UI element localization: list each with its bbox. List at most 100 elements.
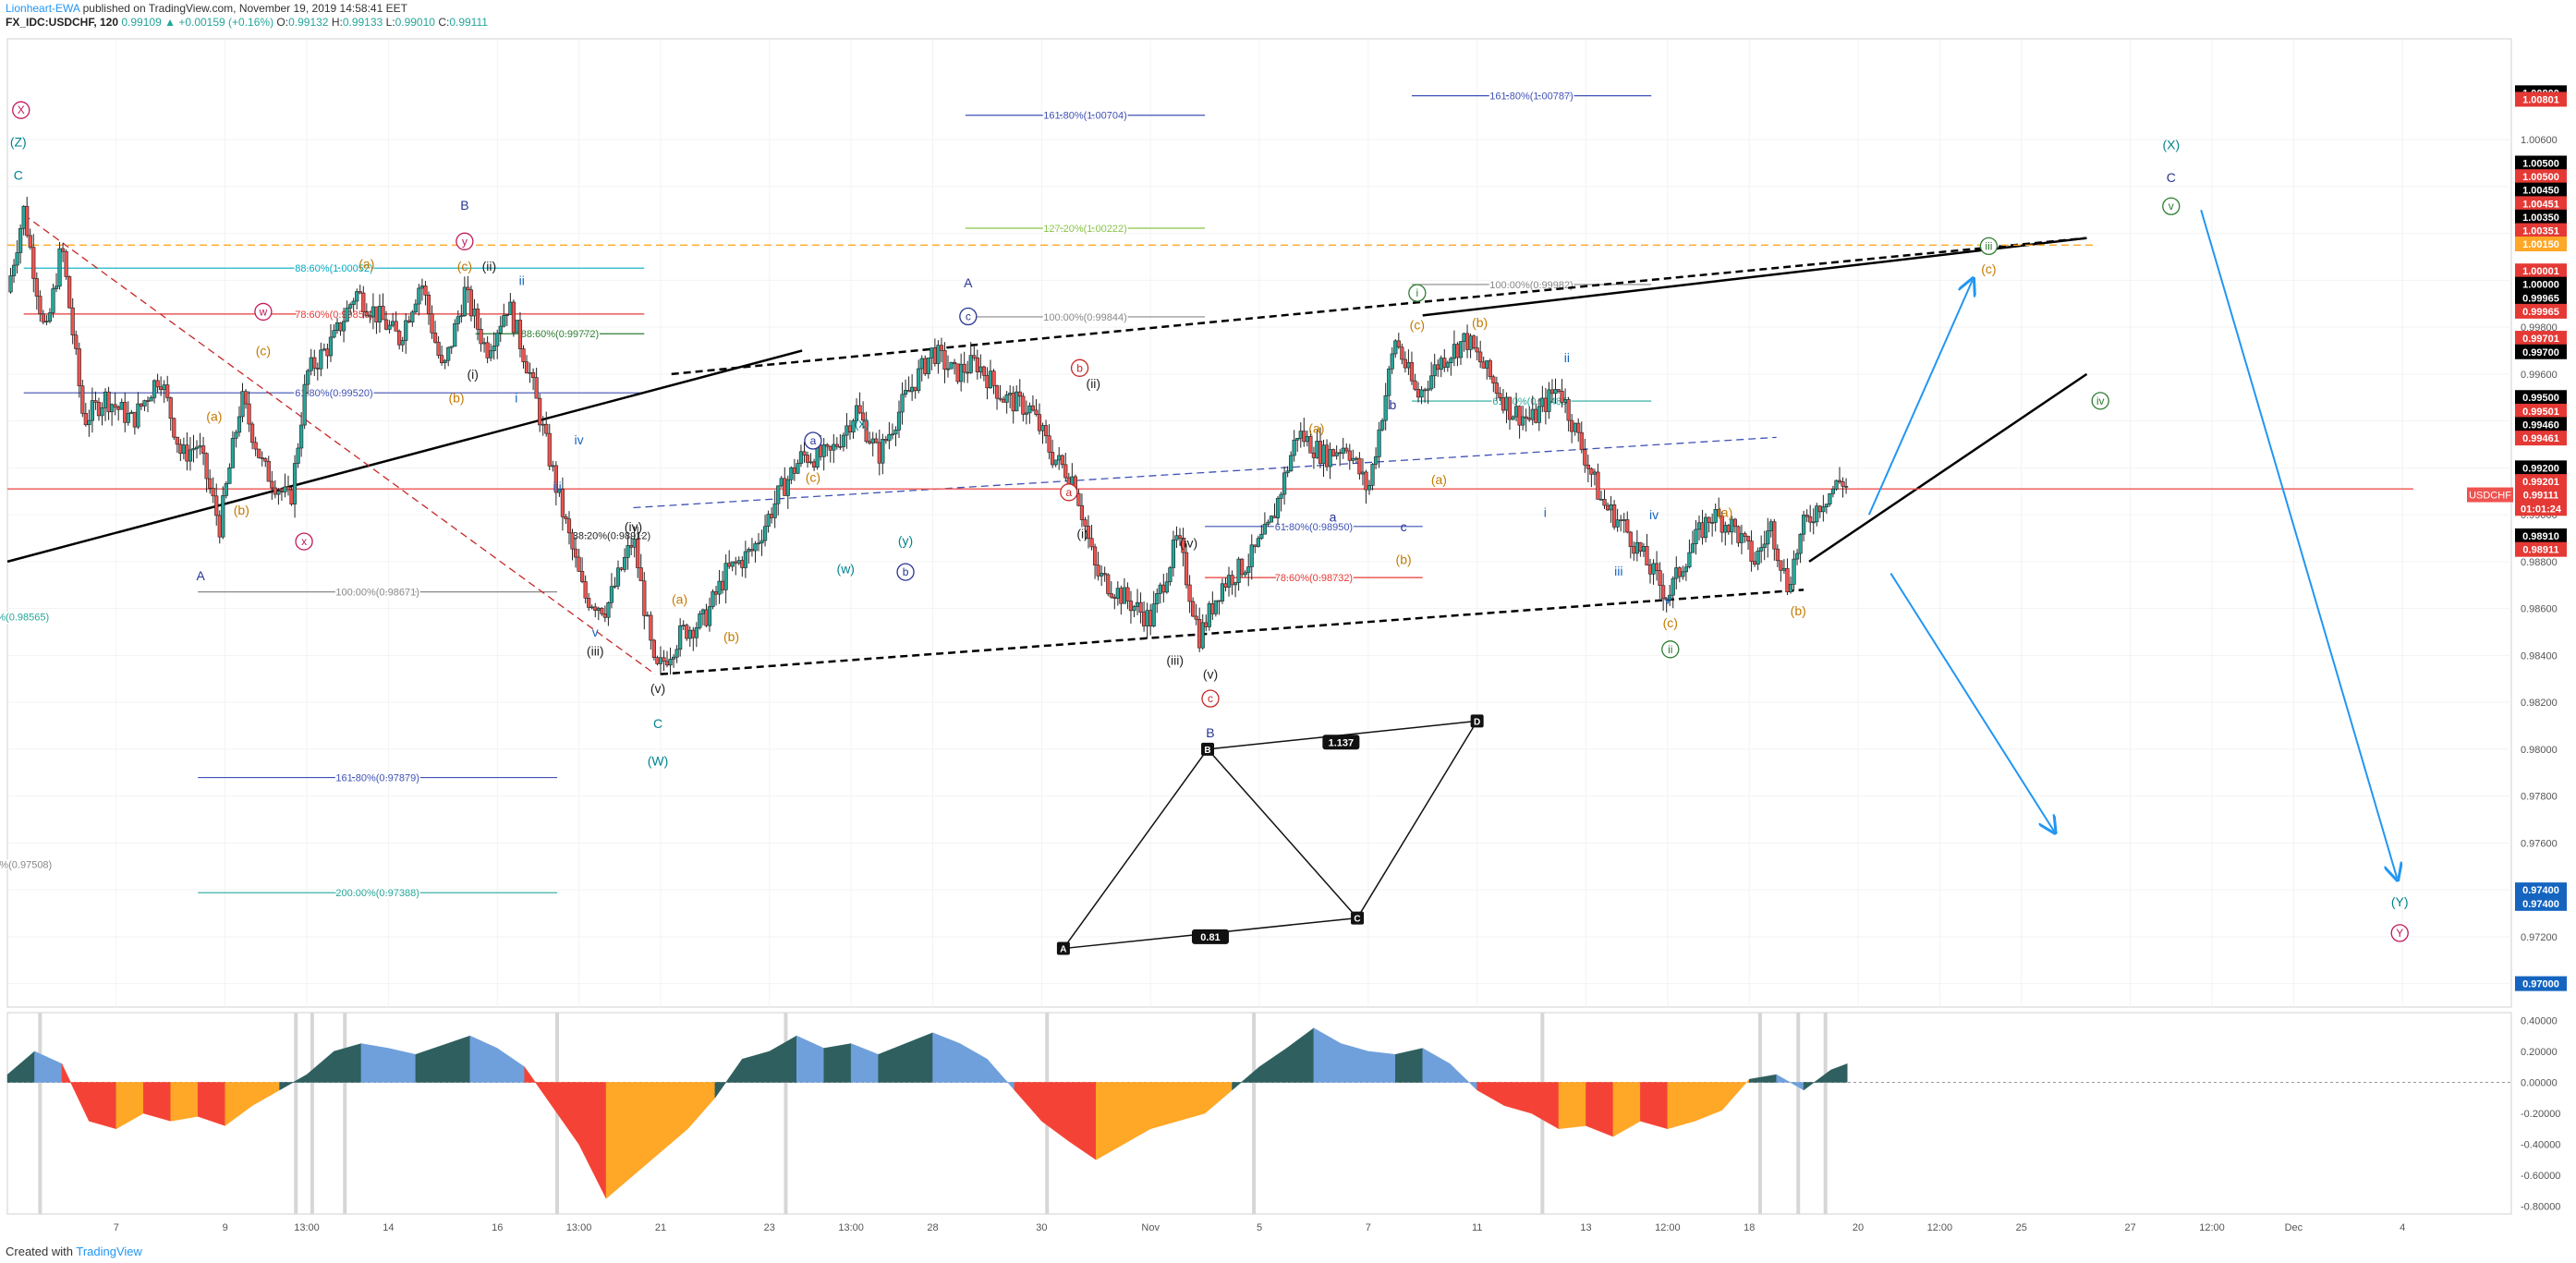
candle-down: [1719, 516, 1724, 533]
candle-down: [538, 397, 542, 426]
candle-up: [387, 324, 392, 330]
candle-down: [1357, 457, 1362, 475]
time-tick-label: 16: [492, 1222, 503, 1233]
ohlc-open-label: O:: [276, 16, 289, 29]
candle-up: [1164, 581, 1169, 593]
candle-down: [374, 306, 379, 322]
candle-down: [1560, 391, 1564, 403]
projection-arrow: [2200, 209, 2397, 878]
price-tick-label: 0.98600: [2521, 604, 2558, 615]
candle-up: [1155, 592, 1160, 604]
candle-down: [1475, 347, 1479, 353]
candle-down: [1645, 546, 1649, 565]
candle-down: [34, 278, 39, 297]
candle-up: [1406, 362, 1411, 369]
tradingview-logo[interactable]: TradingView: [76, 1245, 142, 1258]
candle-down: [407, 320, 411, 322]
candle-down: [1021, 395, 1026, 415]
candle-up: [1739, 533, 1744, 543]
osc-area-segment: [1830, 1063, 1848, 1083]
price-tag-label: 0.99200: [2522, 463, 2559, 474]
candle-up: [1802, 515, 1806, 535]
candle-down: [1011, 393, 1015, 412]
candle-down: [211, 488, 215, 497]
candle-up: [404, 320, 408, 341]
candle-up: [1592, 471, 1598, 475]
price-axis[interactable]: 1.006001.004001.002001.000000.998000.996…: [2467, 85, 2567, 1213]
candle-down: [263, 458, 268, 462]
wave-label-circle: [959, 307, 978, 326]
candle-down: [361, 292, 366, 312]
candle-up: [717, 580, 722, 595]
candle-up: [694, 627, 699, 638]
candle-up: [371, 306, 375, 318]
price-tag-label: 1.00351: [2522, 226, 2559, 237]
time-tick-label: 5: [1257, 1222, 1262, 1233]
footer-prefix: Created with: [6, 1245, 73, 1258]
candle-down: [289, 489, 294, 504]
candle-down: [1396, 340, 1401, 348]
candle-down: [1223, 583, 1228, 588]
candle-down: [80, 385, 85, 414]
candle-down: [1347, 450, 1352, 461]
candle-up: [1269, 516, 1274, 523]
harmonic-ratio-box: [1322, 735, 1360, 750]
candle-down: [1138, 601, 1143, 613]
candle-down: [1543, 397, 1548, 412]
candle-down: [972, 355, 977, 358]
candle-up: [1429, 375, 1434, 390]
osc-tick-label: -0.60000: [2521, 1171, 2560, 1182]
time-tick-label: 27: [2124, 1222, 2135, 1233]
price-tag-label: 0.99701: [2522, 334, 2559, 345]
candle-down: [286, 486, 291, 491]
candle-down: [1753, 561, 1757, 565]
time-tick-label: 13: [1580, 1222, 1591, 1233]
time-tick-label: 25: [2016, 1222, 2027, 1233]
candle-down: [1717, 509, 1721, 516]
candle-down: [116, 407, 121, 410]
candle-down: [1732, 518, 1737, 528]
candle-down: [1481, 361, 1486, 369]
oscillator-pane-bg[interactable]: [6, 1012, 2512, 1215]
candle-up: [870, 438, 875, 443]
candle-up: [1334, 452, 1339, 456]
price-tag-label: 1.00500: [2522, 172, 2559, 183]
candle-up: [489, 350, 493, 358]
harmonic-leg: [1356, 721, 1478, 918]
harmonic-point-label: C: [1354, 915, 1360, 925]
osc-area-segment: [1395, 1048, 1423, 1083]
trend-line: [1422, 237, 2087, 317]
candle-down: [485, 342, 490, 358]
chart-canvas[interactable]: 161.80%(1.00787) 161.80%(1.00704) 127.20%(…: [0, 33, 2576, 1240]
osc-area-segment: [388, 1048, 417, 1083]
candle-down: [132, 411, 137, 428]
candle-down: [740, 560, 745, 568]
wave-label: v: [1664, 592, 1671, 607]
wave-label-circle: [1070, 358, 1089, 377]
candle-down: [593, 606, 598, 612]
candle-down: [1253, 544, 1258, 547]
candle-up: [1305, 436, 1309, 443]
wave-label-circle: [1408, 284, 1427, 302]
candle-down: [713, 591, 719, 595]
candle-up: [766, 514, 771, 528]
time-axis[interactable]: 7 9 13:00 14 16 13:00 21 23 13:00 28 30 Nov 5 7 11 13 12…: [114, 1222, 2405, 1233]
candle-down: [838, 445, 843, 448]
candle-down: [1272, 516, 1277, 518]
candle-up: [917, 368, 921, 392]
price-tag: [2515, 895, 2567, 911]
author-link[interactable]: Lionheart-EWA: [6, 2, 80, 15]
candle-down: [1517, 406, 1522, 426]
candle-down: [1413, 380, 1417, 390]
candle-down: [394, 321, 398, 332]
fib-level-label: 100.00%(0.99982): [1489, 280, 1574, 291]
candle-down: [1524, 416, 1528, 419]
oscillator-pane[interactable]: [6, 1012, 2512, 1215]
trend-line: [1808, 372, 2088, 563]
candle-up: [446, 346, 451, 361]
candle-down: [96, 402, 102, 417]
candle-down: [312, 357, 317, 369]
wave-label-circle: [1201, 689, 1220, 708]
wave-label: (Z): [10, 135, 27, 150]
candle-up: [613, 585, 617, 588]
